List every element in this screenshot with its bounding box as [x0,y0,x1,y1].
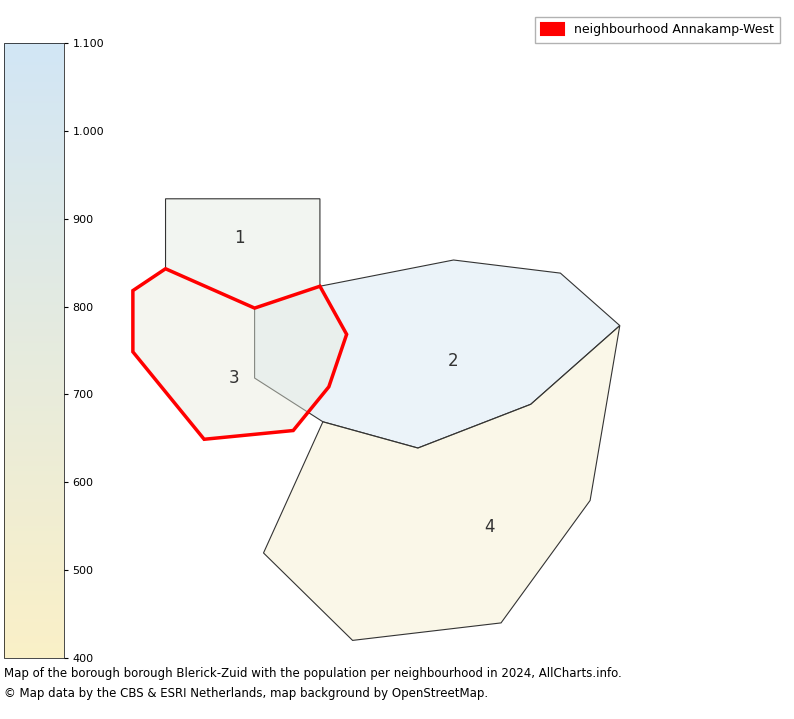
Polygon shape [133,269,347,439]
Text: 3: 3 [229,369,239,387]
Polygon shape [165,198,320,308]
Text: © Map data by the CBS & ESRI Netherlands, map background by OpenStreetMap.: © Map data by the CBS & ESRI Netherlands… [4,687,488,700]
Text: Map of the borough borough Blerick-Zuid with the population per neighbourhood in: Map of the borough borough Blerick-Zuid … [4,667,622,680]
Polygon shape [255,260,620,448]
Text: 1: 1 [234,229,245,247]
Text: 4: 4 [484,518,495,536]
Polygon shape [264,326,620,641]
Text: 2: 2 [449,352,459,370]
Legend: neighbourhood Annakamp-West: neighbourhood Annakamp-West [535,17,780,42]
